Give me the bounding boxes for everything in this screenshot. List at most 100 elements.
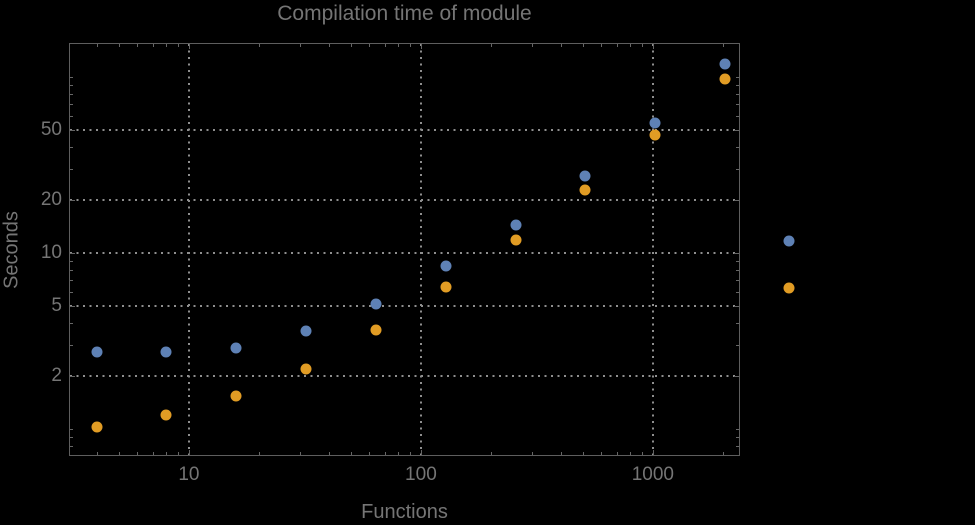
x-tick <box>398 44 399 47</box>
x-tick <box>617 44 618 47</box>
x-tick <box>410 452 411 455</box>
x-tick <box>178 44 179 47</box>
legend-marker-series-1 <box>783 235 795 247</box>
y-tick <box>70 376 75 377</box>
y-tick <box>70 280 73 281</box>
data-point-series-1-x32 <box>300 325 312 337</box>
y-tick <box>70 270 73 271</box>
x-tick <box>351 452 352 455</box>
x-tick <box>491 452 492 455</box>
x-tick <box>617 452 618 455</box>
x-tick <box>259 452 260 455</box>
legend-marker-series-2 <box>783 282 795 294</box>
y-tick <box>736 85 739 86</box>
x-tick <box>178 452 179 455</box>
x-tick <box>119 44 120 47</box>
x-tick <box>119 452 120 455</box>
x-tick <box>583 44 584 47</box>
data-point-series-1-x4 <box>91 346 103 358</box>
x-tick <box>532 452 533 455</box>
x-tick <box>583 452 584 455</box>
x-tick <box>410 44 411 47</box>
data-point-series-1-x16 <box>230 342 242 353</box>
x-tick <box>385 452 386 455</box>
data-point-series-2-x16 <box>230 390 242 402</box>
data-point-series-2-x64 <box>370 324 382 336</box>
data-point-series-2-x128 <box>440 281 452 293</box>
gridline-x-100 <box>419 44 422 455</box>
x-tick <box>601 44 602 47</box>
y-tick <box>70 429 73 430</box>
x-tick <box>189 44 190 49</box>
y-tick <box>736 280 739 281</box>
y-tick <box>736 270 739 271</box>
y-tick <box>736 147 739 148</box>
x-tick <box>97 44 98 47</box>
y-tick <box>70 77 73 78</box>
y-tick <box>736 437 739 438</box>
data-point-series-2-x512 <box>579 184 591 196</box>
y-tick <box>70 104 73 105</box>
x-tick <box>642 452 643 455</box>
data-point-series-1-x1024 <box>649 117 661 129</box>
data-point-series-1-x256 <box>510 219 522 231</box>
x-tick <box>300 44 301 47</box>
data-point-series-1-x8 <box>160 346 172 358</box>
x-tick <box>561 452 562 455</box>
gridline-y-50 <box>70 128 739 131</box>
y-tick <box>736 446 739 447</box>
y-tick-label-5: 5 <box>51 294 62 316</box>
y-tick <box>736 169 739 170</box>
gridline-y-2 <box>70 374 739 377</box>
gridline-y-5 <box>70 304 739 307</box>
x-tick <box>561 44 562 47</box>
x-tick <box>166 44 167 47</box>
y-tick <box>736 323 739 324</box>
y-tick <box>734 200 739 201</box>
y-tick <box>736 429 739 430</box>
y-tick <box>734 253 739 254</box>
x-tick-label-10: 10 <box>178 464 200 485</box>
x-tick <box>137 452 138 455</box>
y-tick <box>736 261 739 262</box>
y-tick <box>70 261 73 262</box>
y-tick <box>736 116 739 117</box>
data-point-series-2-x4 <box>91 421 103 433</box>
x-tick <box>153 44 154 47</box>
gridline-y-20 <box>70 198 739 201</box>
data-point-series-1-x512 <box>579 170 591 182</box>
x-tick <box>369 44 370 47</box>
y-tick <box>70 147 73 148</box>
y-tick <box>70 292 73 293</box>
y-tick <box>70 116 73 117</box>
x-tick <box>329 44 330 47</box>
gridline-x-10 <box>187 44 190 455</box>
y-tick <box>70 94 73 95</box>
data-point-series-2-x8 <box>160 409 172 421</box>
y-tick <box>70 130 75 131</box>
x-tick <box>398 452 399 455</box>
y-tick-label-2: 2 <box>51 364 62 386</box>
y-tick-label-20: 20 <box>40 188 62 210</box>
x-tick <box>532 44 533 47</box>
y-tick <box>734 306 739 307</box>
data-point-series-1-x128 <box>440 260 452 272</box>
data-point-series-1-x2048 <box>719 58 731 70</box>
x-tick-label-1000: 1000 <box>631 464 674 485</box>
x-tick <box>166 452 167 455</box>
x-tick <box>97 452 98 455</box>
x-axis-label: Functions <box>361 501 448 523</box>
gridline-x-1000 <box>651 44 654 455</box>
x-tick <box>329 452 330 455</box>
x-tick <box>642 44 643 47</box>
x-tick <box>653 450 654 455</box>
x-tick <box>351 44 352 47</box>
y-tick <box>70 200 75 201</box>
y-tick <box>736 104 739 105</box>
chart-title: Compilation time of module <box>277 2 532 25</box>
x-tick <box>630 452 631 455</box>
x-tick <box>723 452 724 455</box>
x-tick <box>385 44 386 47</box>
y-tick <box>736 292 739 293</box>
